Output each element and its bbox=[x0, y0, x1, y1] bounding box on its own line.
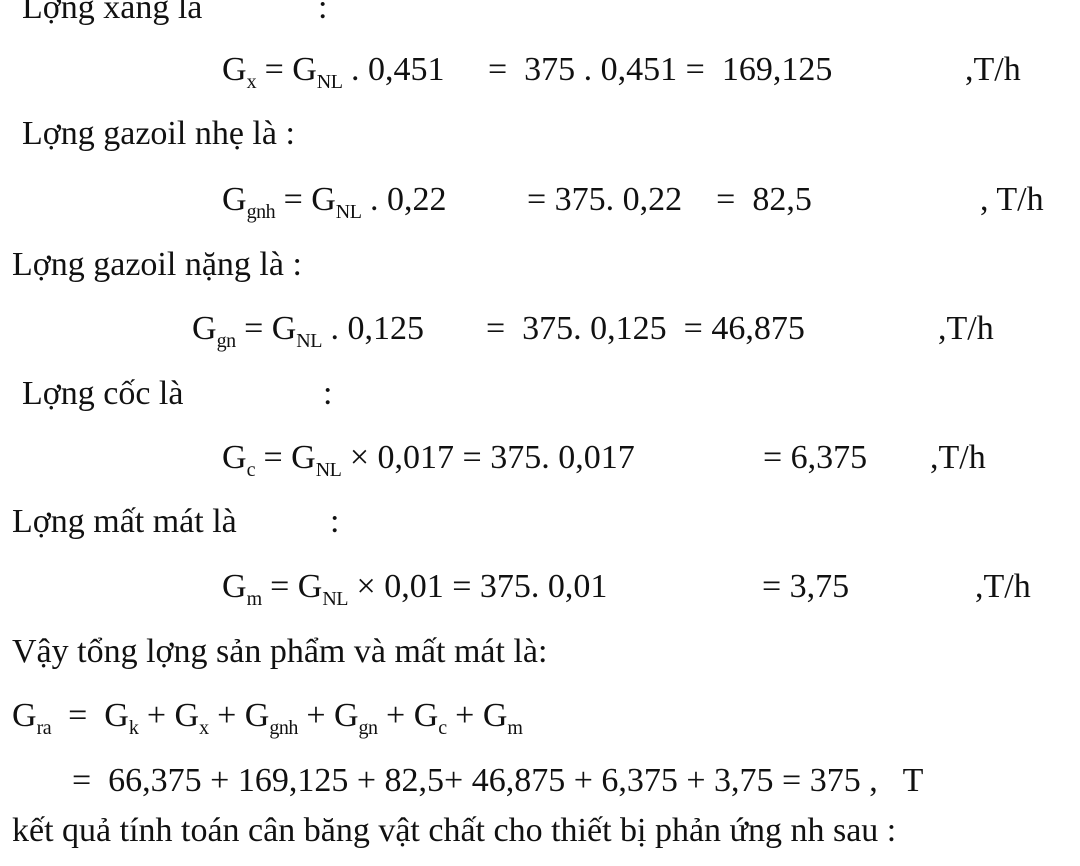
subscript: k bbox=[128, 717, 139, 739]
subscript: NL bbox=[322, 588, 349, 610]
formula: Ggn = GNL . 0,125 bbox=[192, 309, 424, 353]
formula-part: G bbox=[192, 310, 217, 347]
formula-part: . 0,451 bbox=[342, 51, 445, 88]
formula-part: = G bbox=[256, 51, 317, 88]
formula-part: G bbox=[222, 51, 247, 88]
subscript: x bbox=[246, 71, 257, 93]
result: = 6,375 bbox=[763, 439, 868, 476]
result: = 375. 0,22 = 82,5 bbox=[527, 181, 812, 218]
formula-part: = G bbox=[235, 310, 297, 347]
formula-part: = G bbox=[51, 697, 129, 734]
colon: : bbox=[323, 375, 333, 412]
formula: Gc = GNL × 0,017 = 375. 0,017 bbox=[222, 438, 635, 482]
formula-part: + G bbox=[377, 697, 439, 734]
subscript: NL bbox=[296, 330, 322, 352]
line-label: Lợng gazoil nặng là : bbox=[12, 246, 302, 283]
line-label: Lợng mất mát là bbox=[12, 503, 237, 540]
subscript: gnh bbox=[269, 717, 298, 739]
formula-part: × 0,017 = 375. 0,017 bbox=[341, 439, 635, 476]
unit: ,T/h bbox=[975, 568, 1031, 605]
line-label: Lợng gazoil nhẹ là : bbox=[22, 115, 295, 152]
formula-part: G bbox=[12, 697, 37, 734]
subscript: NL bbox=[316, 71, 343, 93]
formula-part: + G bbox=[208, 697, 270, 734]
subscript: gnh bbox=[246, 201, 276, 223]
subscript: ra bbox=[36, 717, 52, 739]
subscript: x bbox=[199, 717, 209, 739]
formula-part: + G bbox=[446, 697, 508, 734]
text-line: = 66,375 + 169,125 + 82,5+ 46,875 + 6,37… bbox=[72, 762, 924, 799]
formula: Gm = GNL × 0,01 = 375. 0,01 bbox=[222, 567, 607, 611]
line-label: Lợng xăng là bbox=[22, 0, 203, 26]
formula-part: = G bbox=[275, 181, 336, 218]
formula-part: × 0,01 = 375. 0,01 bbox=[348, 568, 608, 605]
formula-part: G bbox=[222, 181, 247, 218]
subscript: gn bbox=[358, 717, 379, 739]
colon: : bbox=[318, 0, 328, 26]
formula-part: = G bbox=[261, 568, 323, 605]
unit: , T/h bbox=[980, 181, 1044, 218]
formula-part: + G bbox=[297, 697, 359, 734]
line-label: Vậy tổng lợng sản phẩm và mất mát là: bbox=[12, 633, 548, 670]
text-line: kết quả tính toán cân băng vật chất cho … bbox=[12, 812, 897, 849]
subscript: NL bbox=[315, 459, 342, 481]
subscript: m bbox=[507, 717, 523, 739]
line-label: Lợng cốc là bbox=[22, 375, 184, 412]
formula-part: . 0,125 bbox=[321, 310, 424, 347]
result: = 3,75 bbox=[762, 568, 850, 605]
formula-part: + G bbox=[138, 697, 200, 734]
result: = 375 . 0,451 = 169,125 bbox=[488, 51, 833, 88]
subscript: gn bbox=[216, 330, 237, 352]
formula-part: = G bbox=[254, 439, 316, 476]
formula: Gra = Gk + Gx + Ggnh + Ggn + Gc + Gm bbox=[12, 696, 523, 740]
subscript: c bbox=[438, 717, 447, 739]
formula-part: G bbox=[222, 439, 247, 476]
unit: ,T/h bbox=[938, 310, 994, 347]
subscript: NL bbox=[335, 201, 362, 223]
formula-part: . 0,22 bbox=[361, 181, 447, 218]
unit: ,T/h bbox=[965, 51, 1021, 88]
unit: ,T/h bbox=[930, 439, 986, 476]
formula: Gx = GNL . 0,451 bbox=[222, 50, 444, 94]
colon: : bbox=[330, 503, 340, 540]
subscript: m bbox=[246, 588, 263, 610]
result: = 375. 0,125 = 46,875 bbox=[486, 310, 805, 347]
formula: Ggnh = GNL . 0,22 bbox=[222, 180, 446, 224]
subscript: c bbox=[246, 459, 256, 481]
formula-part: G bbox=[222, 568, 247, 605]
